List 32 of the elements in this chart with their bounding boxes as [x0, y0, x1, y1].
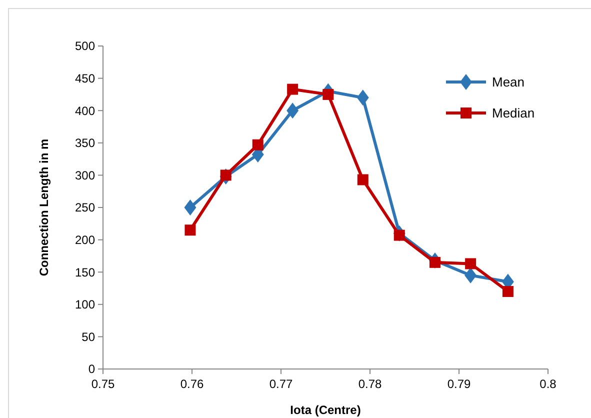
- legend-label: Mean: [492, 74, 525, 90]
- point: [464, 267, 477, 284]
- y-tick-label: 50: [82, 330, 96, 344]
- y-tick-label: 250: [74, 200, 96, 215]
- x-tick-label: 0.77: [269, 377, 293, 391]
- x-tick-label: 0.79: [447, 377, 471, 391]
- x-tick-label: 0.78: [358, 377, 382, 391]
- point: [184, 224, 196, 236]
- y-tick-label: 500: [74, 39, 96, 54]
- point: [286, 102, 299, 119]
- x-tick-label: 0.75: [91, 377, 115, 391]
- point: [252, 139, 264, 150]
- y-tick-label: 100: [74, 298, 96, 312]
- point: [287, 84, 298, 95]
- point: [357, 174, 368, 186]
- x-tick-label: 0.76: [180, 377, 204, 391]
- legend-label: Median: [492, 106, 535, 121]
- point: [356, 90, 369, 106]
- point: [184, 200, 196, 216]
- point: [465, 258, 476, 270]
- y-tick-label: 200: [74, 233, 96, 247]
- y-axis-title: Connection Length in m: [37, 138, 51, 276]
- x-axis-title: Iota (Centre): [290, 403, 361, 417]
- x-tick-label: 0.8: [540, 377, 557, 391]
- y-tick-label: 400: [74, 104, 96, 118]
- y-tick-label: 300: [74, 168, 96, 182]
- point: [322, 88, 334, 100]
- point: [502, 286, 514, 297]
- y-tick-label: 150: [74, 265, 96, 280]
- y-tick-label: 350: [74, 136, 96, 150]
- y-tick-label: 0: [88, 362, 96, 376]
- y-tick-label: 450: [74, 72, 96, 86]
